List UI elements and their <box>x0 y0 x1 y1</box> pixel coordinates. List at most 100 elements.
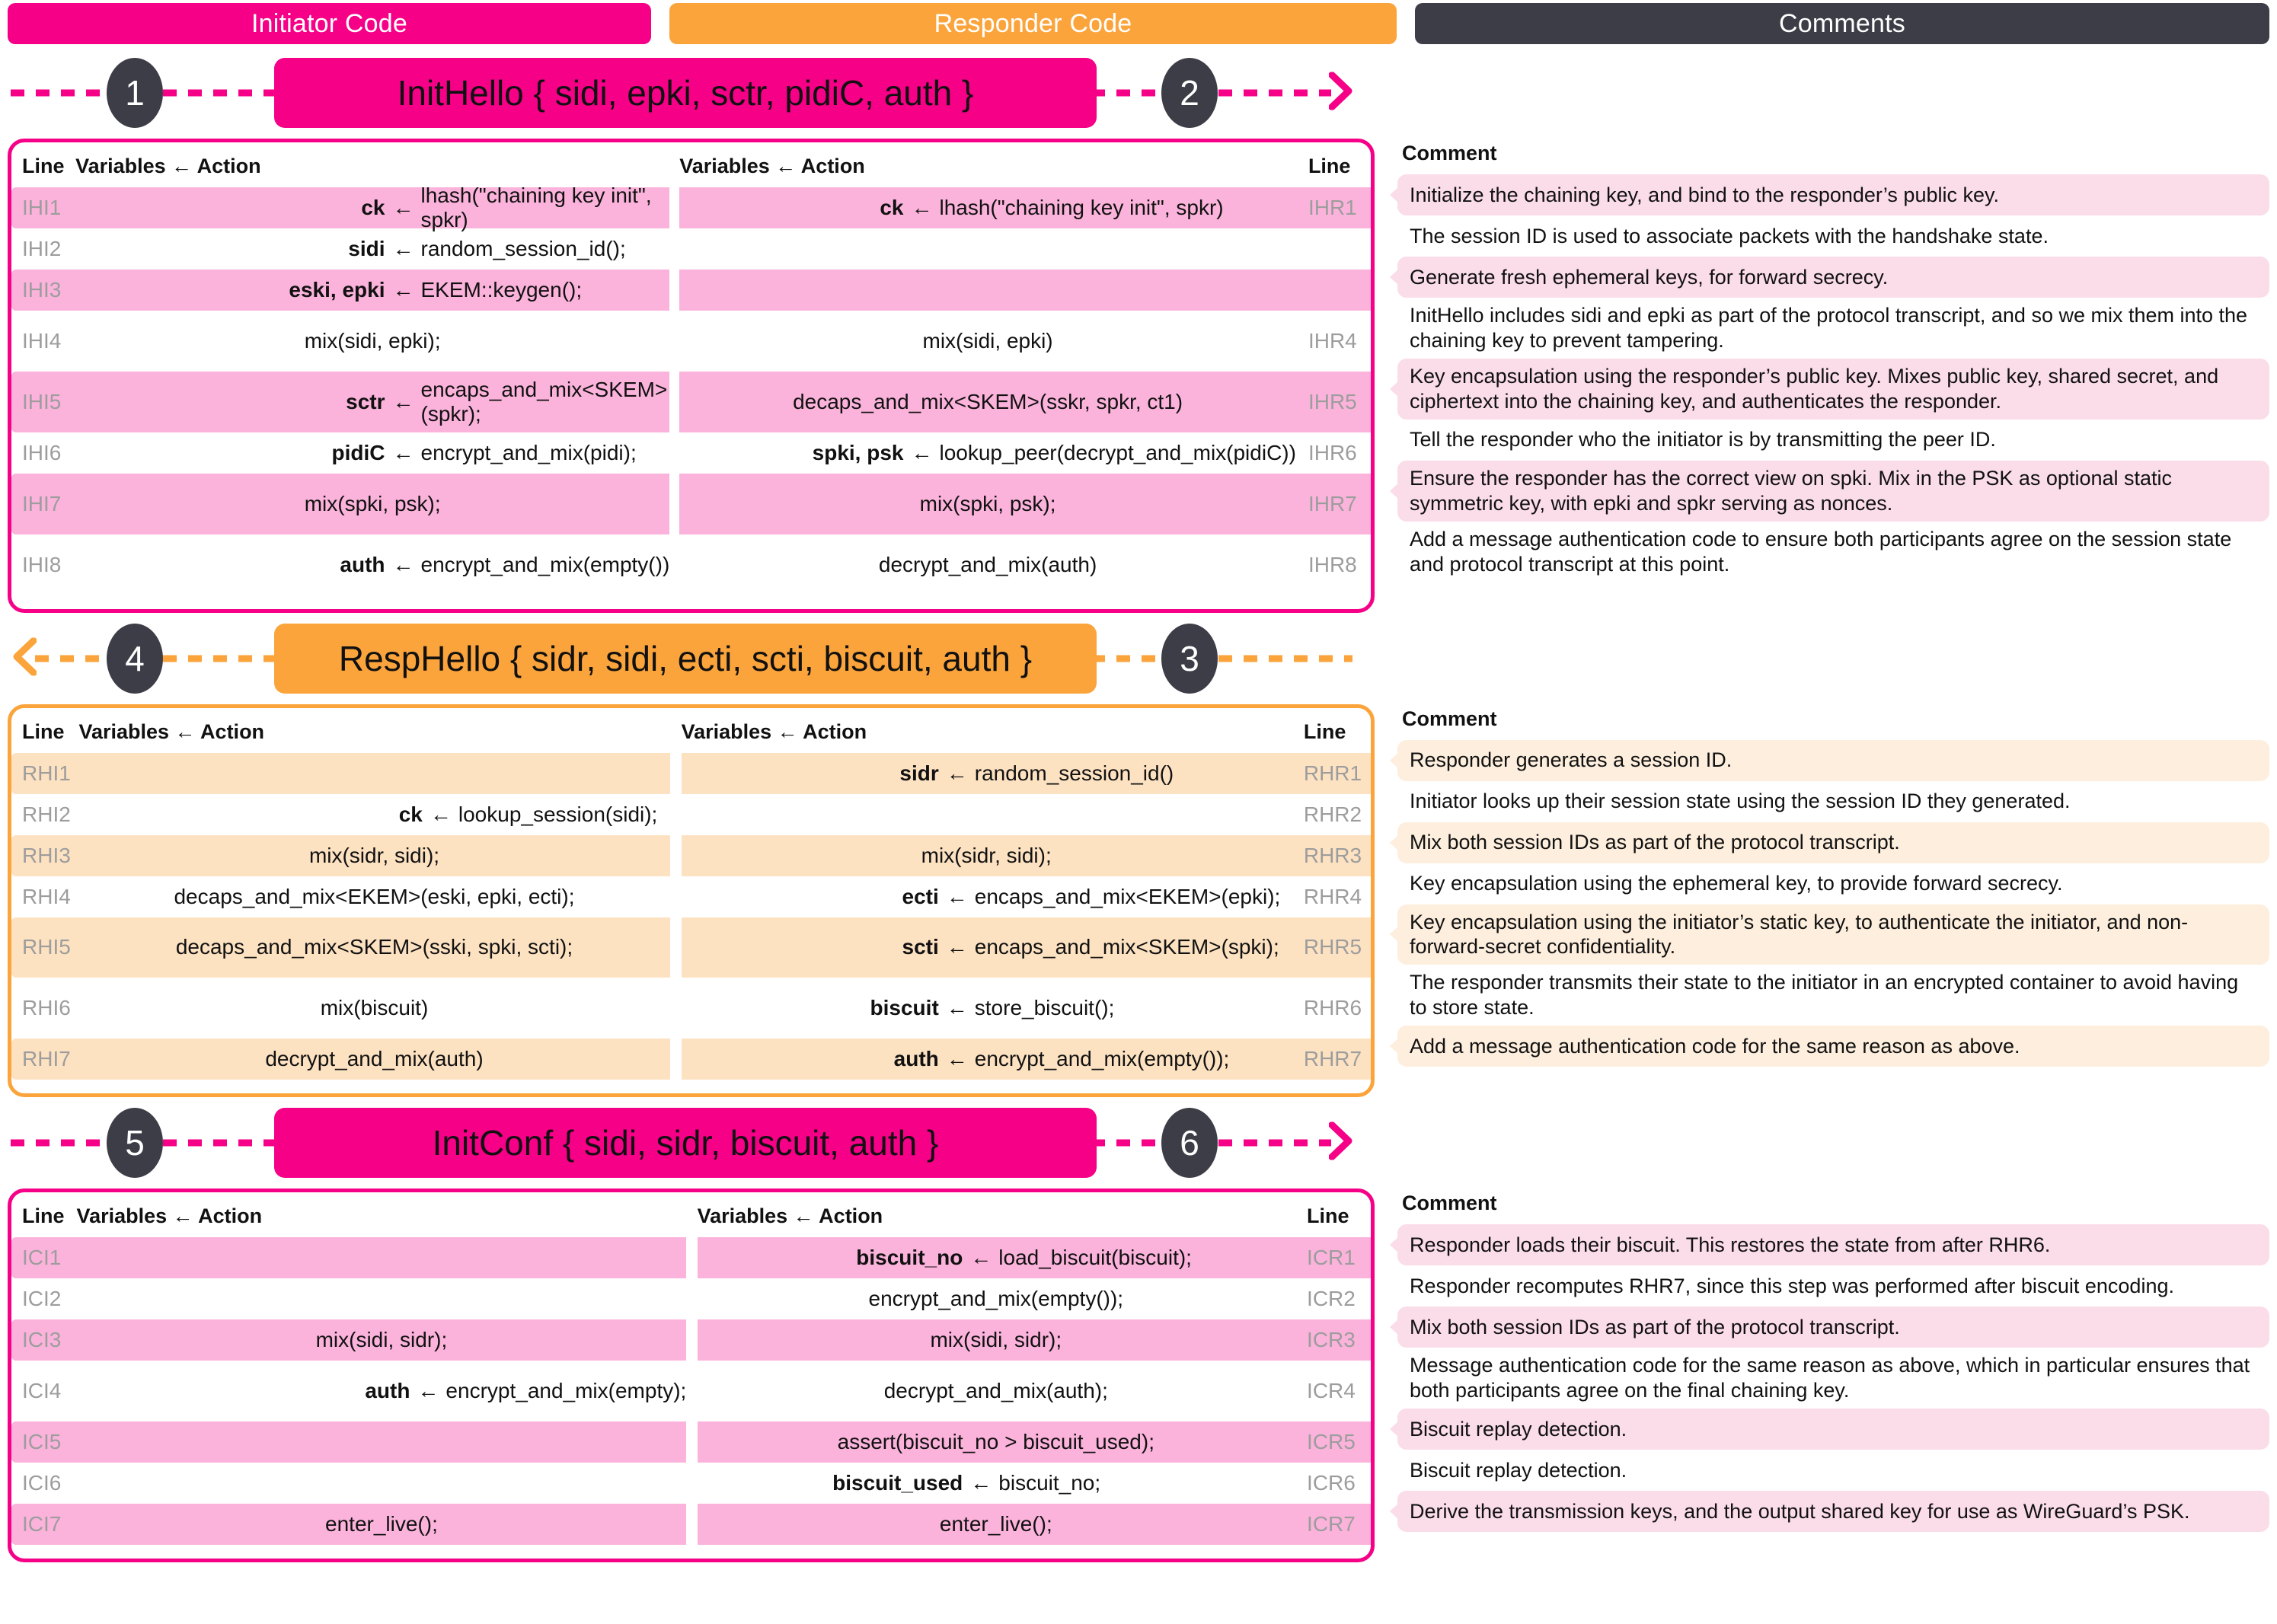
arrow-assign-icon: ← <box>911 196 933 219</box>
gap-spacer <box>670 1039 682 1080</box>
action-label: biscuit_no; <box>998 1471 1101 1495</box>
arrow-assign-icon: ← <box>392 278 414 302</box>
line-label-responder: ICR7 <box>1295 1504 1371 1546</box>
comment-row: Add a message authentication code to ens… <box>1397 522 2269 582</box>
table-row: IHI7 mix(spki, psk); mix(spki, psk); IHR7 <box>11 473 1371 534</box>
line-label-initiator: RHI2 <box>22 802 71 826</box>
gap-spacer <box>670 794 682 835</box>
message-arrow-row: 1 InitHello { sidi, epki, sctr, pidiC, au… <box>0 47 2277 139</box>
cell-action-initiator: decaps_and_mix<EKEM>(eski, epki, ecti); <box>78 876 669 917</box>
cell-line-responder: ICR6 <box>1295 1463 1371 1504</box>
cell-line-initiator: RHI2 <box>11 794 78 835</box>
cell-variables-responder: biscuit <box>682 978 947 1039</box>
cell-line-initiator: ICI3 <box>11 1319 77 1361</box>
action-text-responder: enter_live(); <box>697 1504 1295 1546</box>
gap-spacer <box>670 978 682 1039</box>
sections-root: 1 InitHello { sidi, epki, sctr, pidiC, au… <box>0 47 2277 1563</box>
line-label-initiator: ICI5 <box>11 1421 77 1463</box>
column-header-comments: Comments <box>1415 3 2269 44</box>
arrow-assign-icon: ← <box>970 1246 992 1270</box>
cell-gap <box>670 917 682 978</box>
gap-spacer <box>670 753 682 794</box>
action-text-initiator: ← encrypt_and_mix(empty()) <box>393 534 670 595</box>
cell-line-responder: RHR3 <box>1291 834 1371 876</box>
comment-row: Derive the transmission keys, and the ou… <box>1397 1491 2269 1533</box>
comment-row: Initialize the chaining key, and bind to… <box>1397 174 2269 215</box>
code-table-resphello: Line Variables ← Action Variables ← Action… <box>8 704 1375 1098</box>
cell-variables-responder: scti <box>681 917 947 978</box>
header-line-responder: Line <box>1303 719 1346 743</box>
line-label-initiator: IHI2 <box>22 237 62 260</box>
cell-action-responder: ← store_biscuit(); <box>947 978 1292 1039</box>
cell-action-responder: ← biscuit_no; <box>970 1463 1295 1504</box>
cell-action-responder <box>911 270 1296 311</box>
header-variables-action-initiator: Variables ← Action <box>78 719 265 743</box>
action-label: encrypt_and_mix(pidi); <box>420 440 637 464</box>
cell-action-responder: encrypt_and_mix(empty()); <box>698 1278 1295 1319</box>
cell-action-responder: decrypt_and_mix(auth); <box>698 1361 1295 1421</box>
gap-spacer <box>670 917 682 978</box>
cell-line-initiator: IHI1 <box>11 187 76 228</box>
table-row: IHI2 sidi ← random_session_id(); <box>11 228 1371 270</box>
variables-text-responder: ecti <box>902 884 939 908</box>
message-arrow-row: 5 InitConf { sidi, sidr, biscuit, auth } 6 <box>0 1097 2277 1188</box>
arrow-assign-icon: ← <box>970 1471 992 1495</box>
cell-action-responder <box>911 228 1295 270</box>
action-text-initiator: ← encaps_and_mix<SKEM>(spkr); <box>392 371 670 432</box>
gap-spacer <box>686 1421 697 1463</box>
variables-text-responder <box>679 270 912 311</box>
gap-spacer <box>669 534 679 595</box>
gap-spacer <box>686 1278 697 1319</box>
cell-line-initiator: RHI6 <box>11 978 78 1039</box>
table-row: RHI6 mix(biscuit) biscuit ← store_biscuit();… <box>11 978 1371 1039</box>
action-text-initiator: decaps_and_mix<EKEM>(eski, epki, ecti); <box>174 884 575 908</box>
cell-variables-initiator: ck <box>78 794 430 835</box>
table-row: RHI2 ck ← lookup_session(sidi); RHR2 <box>11 794 1371 835</box>
action-text-responder: ← store_biscuit(); <box>947 978 1292 1039</box>
dashed-line-left <box>11 89 142 97</box>
cell-gap <box>670 835 682 876</box>
action-text-responder <box>911 228 1295 270</box>
cell-action-initiator: mix(sidi, epki); <box>75 311 669 372</box>
action-text-initiator <box>417 1237 687 1279</box>
cell-gap <box>686 1278 697 1319</box>
action-text-responder: ← encaps_and_mix<EKEM>(epki); <box>947 876 1292 917</box>
cell-line-initiator: IHI6 <box>11 432 75 474</box>
code-table-header-row: Line Variables ← Action Variables ← Action… <box>11 717 1371 753</box>
comment-row: Mix both session IDs as part of the prot… <box>1397 1307 2269 1348</box>
cell-gap <box>669 474 679 534</box>
table-row: ICI7 enter_live(); enter_live(); ICR7 <box>11 1504 1371 1546</box>
comment-text: Biscuit replay detection. <box>1410 1417 1627 1441</box>
line-label-responder: RHR4 <box>1303 884 1362 908</box>
variables-text-initiator <box>77 1463 418 1504</box>
table-row: ICI3 mix(sidi, sidr); mix(sidi, sidr); ICR3 <box>11 1319 1371 1361</box>
variables-text-initiator <box>77 1278 418 1319</box>
cell-action-initiator: mix(sidr, sidi); <box>78 834 670 876</box>
action-label: random_session_id() <box>974 761 1174 785</box>
comments-column-header: Comment <box>1402 142 1497 164</box>
action-label: lookup_peer(decrypt_and_mix(pidiC)) <box>939 440 1296 464</box>
cell-line-responder: RHR7 <box>1291 1039 1371 1080</box>
line-label-initiator: ICI2 <box>22 1287 62 1311</box>
cell-gap <box>669 534 679 595</box>
arrow-assign-icon: ← <box>392 237 414 260</box>
table-row: RHI7 decrypt_and_mix(auth) auth ← encrypt_an… <box>11 1039 1371 1080</box>
variables-text-responder <box>679 228 911 270</box>
cell-action-responder: ← random_session_id() <box>946 752 1292 794</box>
cell-action-responder: mix(sidr, sidi); <box>681 834 1292 876</box>
cell-action-responder: assert(biscuit_no > biscuit_used); <box>697 1421 1295 1463</box>
cell-action-initiator <box>417 1421 687 1463</box>
dashed-line-right <box>1218 89 1331 97</box>
line-label-initiator: IHI1 <box>11 187 76 228</box>
section-body: Line Variables ← Action Variables ← Action… <box>0 704 2277 1098</box>
action-text-initiator: mix(spki, psk); <box>75 473 670 534</box>
cell-action-initiator: enter_live(); <box>76 1504 687 1546</box>
table-row: ICI2 encrypt_and_mix(empty()); ICR2 <box>11 1278 1371 1319</box>
cell-action-responder: ← lookup_peer(decrypt_and_mix(pidiC)) <box>911 432 1295 474</box>
cell-variables-initiator: sidi <box>75 228 392 270</box>
comment-text: Add a message authentication code for th… <box>1410 1034 2020 1058</box>
comment-row: Responder loads their biscuit. This rest… <box>1397 1224 2269 1266</box>
gap-spacer <box>686 1463 697 1504</box>
comment-text: Initialize the chaining key, and bind to… <box>1410 183 1999 206</box>
